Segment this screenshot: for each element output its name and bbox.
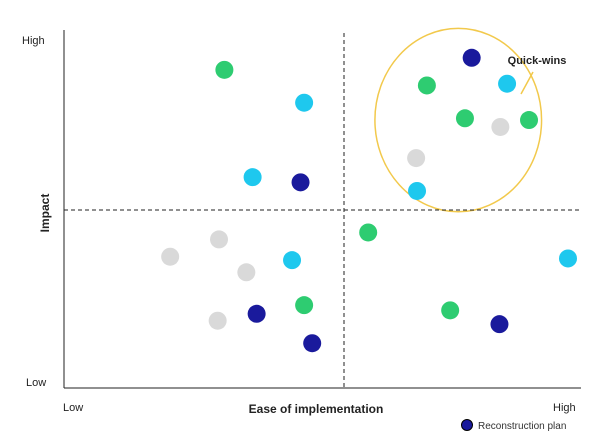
data-point-series-2-3	[408, 181, 427, 200]
x-axis-title: Ease of implementation	[249, 402, 384, 416]
legend: Reconstruction plan	[461, 419, 566, 432]
data-point-series-2-5	[559, 249, 577, 268]
data-point-series-0-1	[291, 173, 310, 192]
quick-wins-label: Quick-wins	[508, 55, 567, 67]
data-point-series-3-0	[491, 117, 510, 136]
quick-wins-ellipse	[374, 27, 543, 213]
legend-label-reconstruction-plan: Reconstruction plan	[478, 421, 566, 432]
x-tick-low: Low	[63, 402, 83, 414]
data-point-series-0-3	[303, 334, 322, 353]
data-point-series-3-2	[210, 230, 229, 249]
data-point-series-3-4	[237, 263, 256, 282]
data-point-series-0-0	[462, 48, 481, 67]
data-point-series-1-5	[295, 296, 314, 315]
y-tick-high: High	[22, 35, 45, 47]
data-point-series-0-2	[247, 304, 266, 323]
quick-wins-leader-line	[520, 71, 534, 95]
y-tick-low: Low	[26, 377, 46, 389]
data-point-series-1-4	[359, 223, 378, 242]
data-point-series-2-0	[295, 93, 314, 112]
x-tick-high: High	[553, 402, 576, 414]
data-point-series-1-3	[520, 111, 539, 130]
data-point-series-2-1	[498, 74, 517, 93]
data-point-series-3-1	[407, 149, 426, 168]
data-point-series-1-2	[455, 109, 474, 128]
data-point-series-2-4	[283, 251, 302, 270]
data-point-series-0-4	[490, 315, 509, 334]
y-axis-title: Impact	[38, 194, 52, 233]
data-point-series-3-3	[161, 247, 180, 266]
legend-marker-reconstruction-plan	[461, 419, 473, 431]
data-point-series-1-0	[215, 60, 234, 79]
data-point-series-3-5	[208, 311, 227, 330]
data-point-series-1-1	[417, 76, 436, 95]
data-point-series-2-2	[243, 168, 262, 187]
data-point-series-1-6	[441, 301, 460, 320]
